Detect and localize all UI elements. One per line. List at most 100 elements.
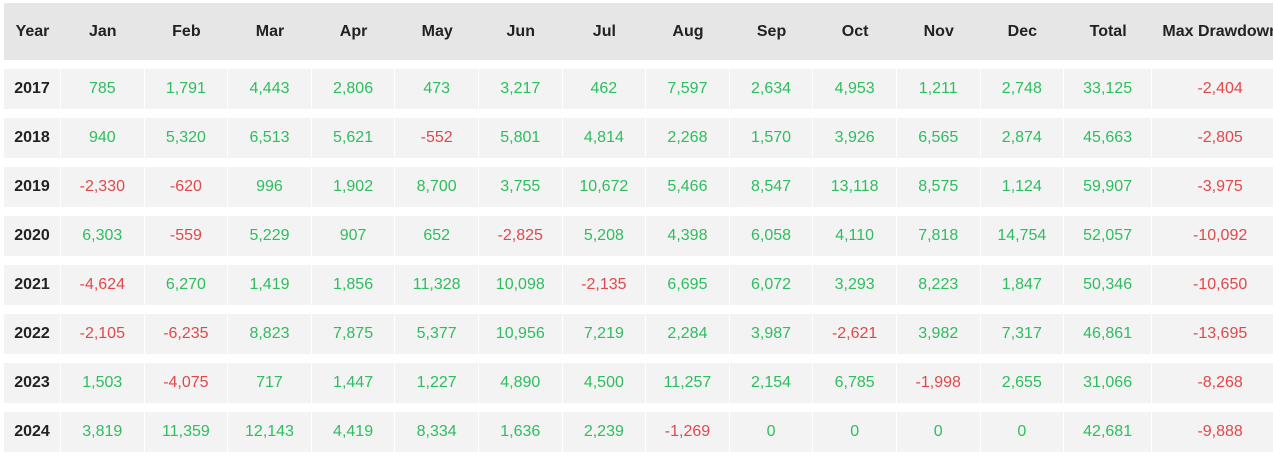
table-header: Year Jan Feb Mar Apr May Jun Jul Aug Sep Oct Nov Dec… [4,3,1273,60]
column-header-jun: Jun [478,3,563,60]
value-cell-jan: -2,105 [61,314,145,354]
value-cell-may: 5,377 [395,314,479,354]
value-cell-mar: 12,143 [228,412,312,452]
value-cell-oct: -2,621 [813,314,897,354]
value-cell-oct: 3,926 [813,118,897,158]
value-cell-dec: 7,317 [980,314,1065,354]
value-cell-apr: 907 [311,216,396,256]
value-cell-feb: 11,359 [144,412,229,452]
value-cell-jun: -2,825 [478,216,563,256]
value-cell-jul: 5,208 [562,216,647,256]
value-cell-apr: 1,902 [311,167,396,207]
value-cell-total: 59,907 [1064,167,1153,207]
value-cell-jun: 3,217 [478,69,563,109]
value-cell-oct: 4,953 [813,69,897,109]
year-cell: 2021 [4,265,61,305]
value-cell-max-drawdown: -10,092 [1152,216,1273,256]
value-cell-mar: 1,419 [228,265,312,305]
column-header-feb: Feb [144,3,229,60]
value-cell-jul: 4,814 [562,118,647,158]
value-cell-dec: 2,655 [980,363,1065,403]
year-cell: 2020 [4,216,61,256]
value-cell-nov: 6,565 [896,118,981,158]
value-cell-may: 473 [395,69,479,109]
value-cell-total: 31,066 [1064,363,1153,403]
value-cell-total: 33,125 [1064,69,1153,109]
value-cell-nov: 0 [896,412,981,452]
year-cell: 2023 [4,363,61,403]
value-cell-dec: 1,847 [980,265,1065,305]
year-cell: 2017 [4,69,61,109]
table-row: 2018 940 5,320 6,513 5,621 -552 5,801 4,814 2,26… [4,118,1273,158]
value-cell-sep: 0 [729,412,814,452]
table-row: 2020 6,303 -559 5,229 907 652 -2,825 5,208 4,398… [4,216,1273,256]
value-cell-sep: 6,072 [729,265,814,305]
value-cell-max-drawdown: -10,650 [1152,265,1273,305]
value-cell-jan: 3,819 [61,412,145,452]
column-header-nov: Nov [896,3,981,60]
value-cell-apr: 1,447 [311,363,396,403]
value-cell-total: 50,346 [1064,265,1153,305]
value-cell-jun: 3,755 [478,167,563,207]
value-cell-max-drawdown: -8,268 [1152,363,1273,403]
value-cell-feb: 1,791 [144,69,229,109]
value-cell-apr: 2,806 [311,69,396,109]
column-header-aug: Aug [646,3,730,60]
column-header-may: May [395,3,479,60]
value-cell-total: 46,861 [1064,314,1153,354]
value-cell-jan: 1,503 [61,363,145,403]
value-cell-dec: 2,874 [980,118,1065,158]
value-cell-sep: 6,058 [729,216,814,256]
value-cell-sep: 3,987 [729,314,814,354]
value-cell-mar: 6,513 [228,118,312,158]
value-cell-jan: -4,624 [61,265,145,305]
value-cell-sep: 1,570 [729,118,814,158]
column-header-mar: Mar [228,3,312,60]
value-cell-feb: 5,320 [144,118,229,158]
value-cell-mar: 717 [228,363,312,403]
value-cell-apr: 1,856 [311,265,396,305]
value-cell-feb: -559 [144,216,229,256]
value-cell-nov: 3,982 [896,314,981,354]
value-cell-oct: 6,785 [813,363,897,403]
value-cell-total: 52,057 [1064,216,1153,256]
value-cell-jun: 5,801 [478,118,563,158]
value-cell-nov: 8,223 [896,265,981,305]
value-cell-feb: -6,235 [144,314,229,354]
column-header-year: Year [4,3,61,60]
value-cell-sep: 2,634 [729,69,814,109]
column-header-oct: Oct [813,3,897,60]
value-cell-nov: 1,211 [896,69,981,109]
column-header-jul: Jul [562,3,647,60]
year-cell: 2024 [4,412,61,452]
value-cell-aug: -1,269 [646,412,730,452]
value-cell-mar: 8,823 [228,314,312,354]
value-cell-jun: 10,098 [478,265,563,305]
value-cell-aug: 7,597 [646,69,730,109]
column-header-sep: Sep [729,3,814,60]
value-cell-jul: 2,239 [562,412,647,452]
value-cell-may: 1,227 [395,363,479,403]
value-cell-dec: 14,754 [980,216,1065,256]
value-cell-apr: 7,875 [311,314,396,354]
column-header-jan: Jan [61,3,145,60]
value-cell-jul: 4,500 [562,363,647,403]
value-cell-aug: 2,268 [646,118,730,158]
value-cell-oct: 3,293 [813,265,897,305]
value-cell-apr: 4,419 [311,412,396,452]
value-cell-jul: 7,219 [562,314,647,354]
value-cell-max-drawdown: -2,805 [1152,118,1273,158]
value-cell-feb: -4,075 [144,363,229,403]
column-header-dec: Dec [980,3,1065,60]
value-cell-aug: 11,257 [646,363,730,403]
value-cell-apr: 5,621 [311,118,396,158]
year-cell: 2018 [4,118,61,158]
table-row: 2023 1,503 -4,075 717 1,447 1,227 4,890 4,500 11… [4,363,1273,403]
value-cell-aug: 6,695 [646,265,730,305]
value-cell-jun: 10,956 [478,314,563,354]
monthly-returns-table: Year Jan Feb Mar Apr May Jun Jul Aug Sep Oct Nov Dec… [4,3,1273,452]
table-row: 2021 -4,624 6,270 1,419 1,856 11,328 10,098 -2,… [4,265,1273,305]
value-cell-total: 45,663 [1064,118,1153,158]
value-cell-may: 11,328 [395,265,479,305]
column-header-total: Total [1064,3,1153,60]
